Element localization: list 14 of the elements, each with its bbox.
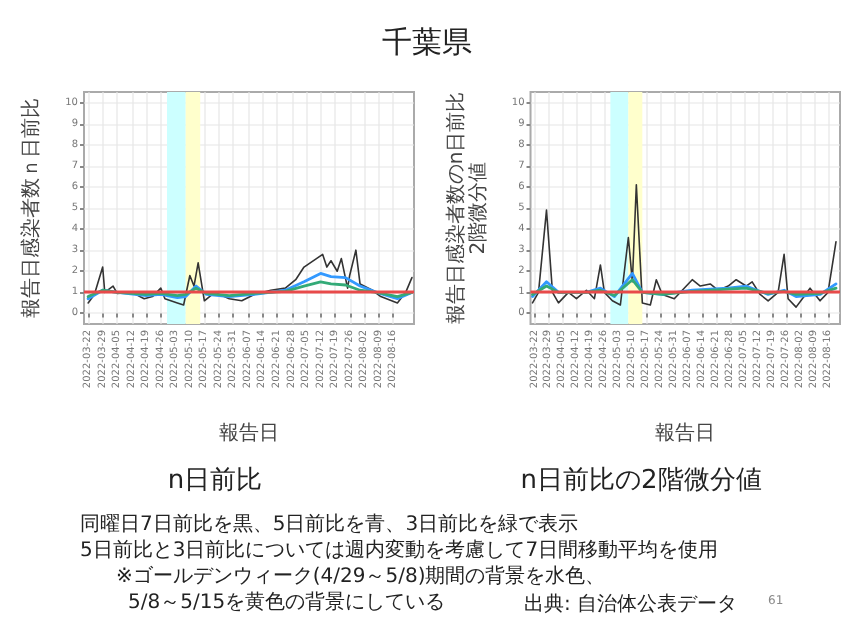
y-axis-title: 報告日感染者数のn日前比 2階微分値 xyxy=(444,91,490,325)
y-axis-title: 報告日感染者数ｎ日前比 xyxy=(19,98,44,318)
text: 同曜日7日前比を黒、5日前比を青、3日前比を緑で表示 xyxy=(80,514,579,536)
text: n日前比の2階微分値 xyxy=(520,466,762,496)
x-axis-title: 報告日 xyxy=(655,421,716,445)
text: n日前比 xyxy=(167,466,263,496)
line-series xyxy=(86,271,414,301)
source-note: 出典: 自治体公表データ xyxy=(524,594,738,616)
text: ※ゴールデンウィーク(4/29～5/8)期間の背景を水色、 xyxy=(116,566,606,588)
x-axis-title: 報告日 xyxy=(219,421,279,445)
text: 千葉県 xyxy=(382,24,472,60)
line-series xyxy=(531,184,837,308)
text: 5/8～5/15を黄色の背景にしている xyxy=(128,592,446,614)
text: 5日前比と3日前比については週内変動を考慮して7日間移動平均を使用 xyxy=(80,540,719,562)
